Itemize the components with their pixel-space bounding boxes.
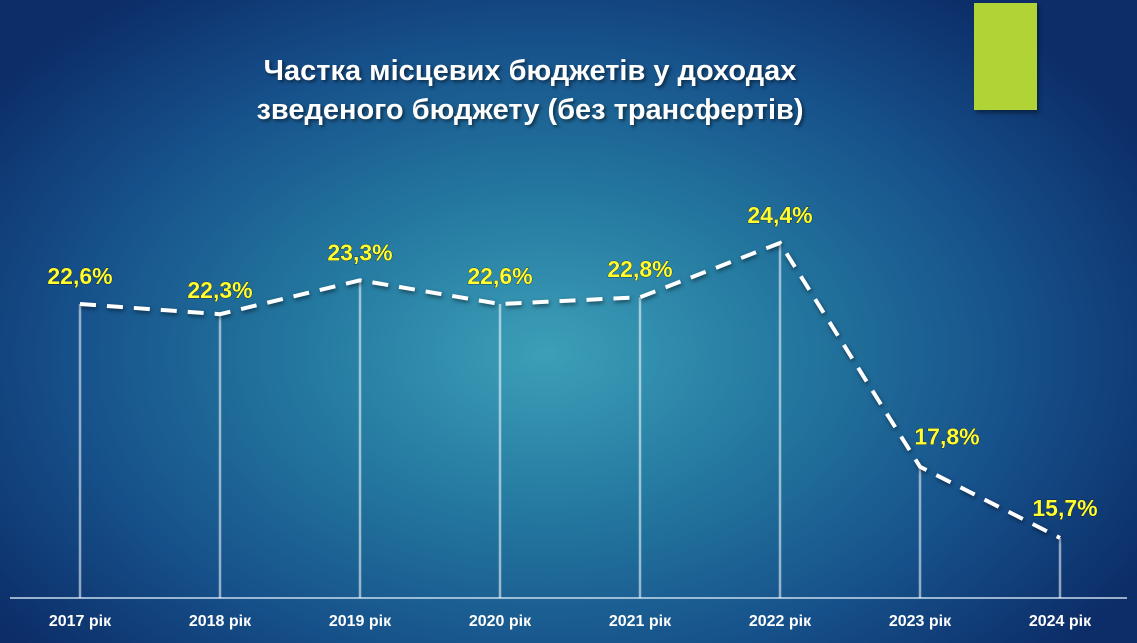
x-tick-label: 2017 рік [49, 613, 112, 630]
data-label: 22,6% [467, 263, 532, 289]
data-label: 22,6% [47, 263, 112, 289]
x-tick-label: 2022 рік [749, 613, 812, 630]
data-label: 22,3% [187, 277, 252, 303]
x-tick-label: 2019 рік [329, 613, 392, 630]
title-line-2: зведеного бюджету (без трансфертів) [256, 94, 804, 126]
title-line-1: Частка місцевих бюджетів у доходах [263, 55, 797, 87]
x-tick-label: 2023 рік [889, 613, 952, 630]
data-label: 24,4% [747, 202, 812, 228]
data-label: 15,7% [1032, 495, 1097, 521]
x-tick-label: 2020 рік [469, 613, 532, 630]
chart-title: Частка місцевих бюджетів у доходах зведе… [140, 52, 920, 130]
accent-bar [974, 3, 1037, 110]
data-line [79, 240, 1061, 540]
data-label: 22,8% [607, 256, 672, 282]
data-label: 17,8% [914, 424, 979, 450]
x-tick-label: 2018 рік [189, 613, 252, 630]
data-label: 23,3% [327, 239, 392, 265]
x-tick-label: 2024 рік [1029, 613, 1092, 630]
x-tick-label: 2021 рік [609, 613, 672, 630]
